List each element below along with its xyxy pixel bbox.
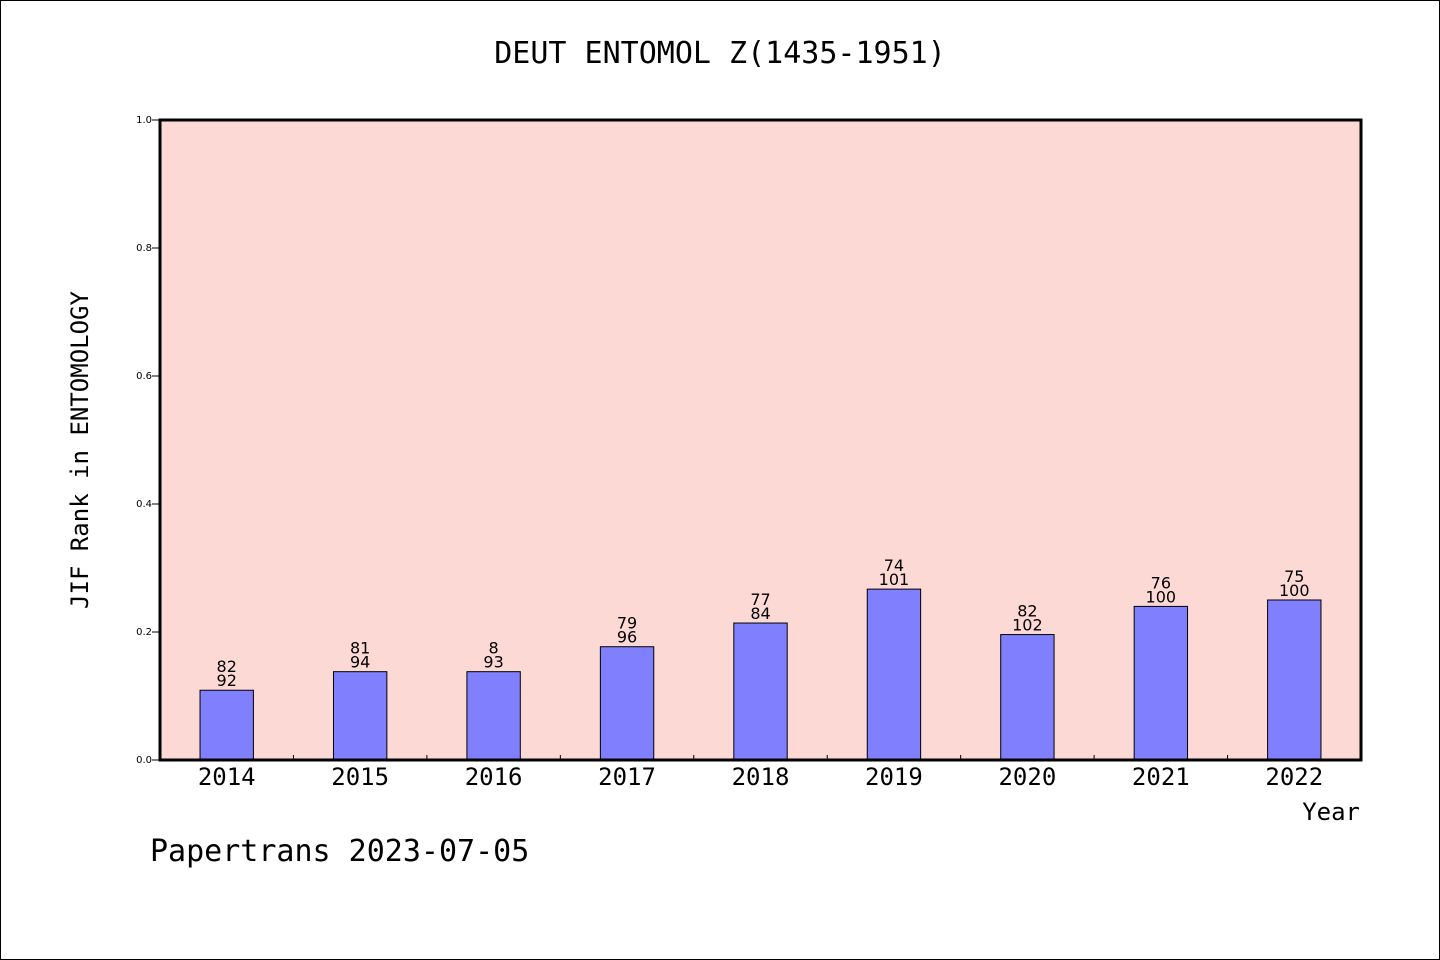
x-tick-label: 2022 [1265, 763, 1323, 791]
x-axis-label: Year [1302, 798, 1360, 826]
y-tick-label: 0.2 [136, 627, 152, 638]
y-tick-label: 0.4 [136, 499, 152, 510]
bar-total-label: 93 [483, 653, 503, 672]
bar-2020 [1000, 634, 1055, 761]
x-tick-label: 2021 [1132, 763, 1190, 791]
bar-total-label: 94 [350, 653, 370, 672]
bar-2022 [1267, 599, 1322, 761]
bar-rank-label: 81 [350, 639, 370, 658]
x-tick-label: 2018 [732, 763, 790, 791]
x-tick-label: 2019 [865, 763, 923, 791]
bar-total-label: 102 [1012, 616, 1043, 635]
y-tick-label: 0.8 [136, 243, 152, 254]
bar-rank-label: 82 [1017, 602, 1037, 621]
footer-credit: Papertrans 2023-07-05 [150, 834, 530, 869]
bar-2018 [733, 622, 788, 761]
x-tick-label: 2017 [598, 763, 656, 791]
bar-rank-label: 75 [1284, 567, 1304, 586]
bar-2016 [466, 671, 521, 761]
y-tick-label: 0.6 [136, 371, 152, 382]
x-tick-label: 2016 [465, 763, 523, 791]
bar-2015 [332, 671, 388, 761]
bar-rank-label: 74 [884, 556, 904, 575]
plot-frame [158, 118, 1363, 762]
y-tick-label: 1.0 [136, 115, 152, 126]
bar-2019 [866, 588, 922, 761]
bar-rank-label: 79 [617, 614, 637, 633]
bar-total-label: 96 [617, 628, 637, 647]
y-tick-label: 0.0 [136, 755, 152, 766]
bar-2021 [1133, 605, 1189, 761]
bar-rank-label: 77 [750, 590, 770, 609]
bar-total-label: 84 [750, 604, 770, 623]
chart-title: DEUT ENTOMOL Z(1435-1951) [494, 36, 946, 71]
bar-total-label: 92 [217, 671, 237, 690]
x-tick-label: 2014 [198, 763, 256, 791]
bar-2017 [599, 646, 655, 761]
bar-rank-label: 82 [217, 657, 237, 676]
bar-total-label: 100 [1279, 581, 1310, 600]
bar-total-label: 101 [879, 570, 910, 589]
bar-total-label: 100 [1146, 587, 1177, 606]
bar-2014 [199, 689, 254, 761]
x-tick-label: 2015 [331, 763, 389, 791]
bar-rank-label: 8 [489, 639, 499, 658]
axis-ticks-group: 0.0 0.2 0.4 0.6 0.8 1.0 2014 2015 2016 2017 2018 20… [136, 115, 1323, 791]
bar-rank-label: 76 [1151, 573, 1171, 592]
x-tick-label: 2020 [998, 763, 1056, 791]
